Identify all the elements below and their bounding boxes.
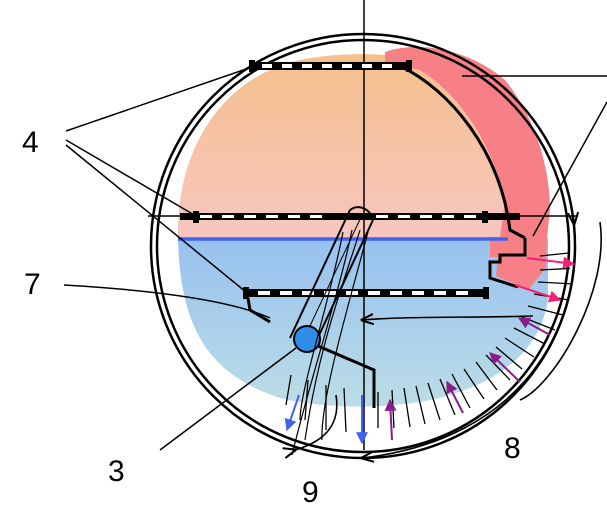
label-8: 8	[504, 432, 521, 465]
return-arrow-1	[295, 394, 338, 450]
upper-region	[177, 54, 505, 239]
label-7: 7	[24, 268, 41, 301]
label-7-leader	[63, 284, 271, 319]
ball-element	[293, 325, 321, 353]
label-4-leaders	[65, 66, 253, 293]
label-3-leader	[159, 347, 297, 451]
outflow-arrows	[284, 394, 368, 445]
top-plate	[249, 60, 412, 72]
label-3: 3	[108, 455, 125, 488]
return-arrow-4	[519, 221, 602, 401]
hot-inflow-arrows	[514, 256, 576, 303]
label-4: 4	[22, 126, 39, 159]
label-9: 9	[302, 476, 319, 505]
right-leader-2	[532, 101, 607, 237]
radial-ticks	[285, 252, 570, 433]
inflow-arrows	[384, 317, 551, 441]
